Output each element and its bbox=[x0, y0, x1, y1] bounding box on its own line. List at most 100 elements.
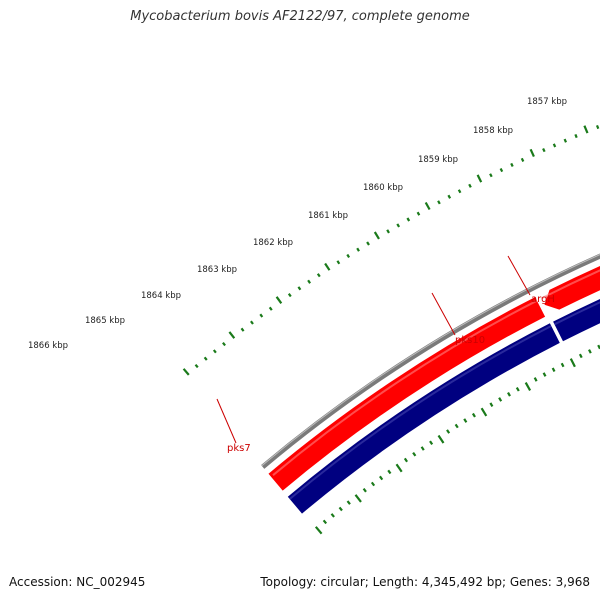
ruler-tick bbox=[346, 500, 351, 505]
ruler-tick bbox=[515, 387, 520, 392]
ruler-label: 1864 kbp bbox=[141, 291, 181, 301]
ruler-label: 1860 kbp bbox=[363, 183, 403, 193]
ruler-tick bbox=[510, 162, 514, 167]
ruler-label: 1861 kbp bbox=[308, 211, 348, 221]
ruler-tick bbox=[356, 247, 360, 252]
ruler-tick bbox=[370, 481, 376, 487]
ruler-tick bbox=[228, 331, 236, 339]
ruler-tick bbox=[480, 407, 488, 417]
ruler-tick bbox=[588, 349, 592, 354]
ruler-tick bbox=[379, 475, 384, 481]
reverse-gene-sheen bbox=[554, 301, 600, 326]
ruler-tick bbox=[268, 306, 273, 311]
ruler-tick bbox=[468, 183, 472, 188]
ruler-tick bbox=[259, 313, 264, 318]
ruler-tick bbox=[424, 201, 431, 211]
ruler-tick bbox=[403, 457, 409, 463]
ruler-tick bbox=[395, 463, 403, 473]
reverse-gene-block bbox=[287, 323, 560, 514]
inner-tick-marks bbox=[314, 344, 600, 535]
ruler-tick bbox=[560, 362, 565, 368]
gene-labels: argH pks10 pks7 bbox=[216, 255, 555, 454]
ruler-tick bbox=[297, 286, 302, 291]
ruler-labels: 1857 kbp 1858 kbp 1859 kbp 1860 kbp 1861 kbp… bbox=[28, 97, 567, 351]
ruler-tick bbox=[324, 262, 331, 271]
ruler-tick bbox=[250, 320, 254, 325]
ruler-tick bbox=[563, 138, 568, 143]
ruler-tick bbox=[314, 526, 323, 535]
ruler-tick bbox=[386, 229, 390, 234]
ruler-label: 1857 kbp bbox=[527, 97, 567, 107]
gene-label: argH bbox=[531, 294, 555, 305]
forward-gene-sheen bbox=[272, 299, 538, 476]
ruler-tick bbox=[437, 434, 445, 444]
accession-text: Accession: NC_002945 bbox=[9, 575, 146, 589]
ruler-label: 1858 kbp bbox=[473, 126, 513, 136]
ruler-tick bbox=[322, 519, 328, 525]
ruler-tick bbox=[307, 279, 312, 284]
ruler-tick bbox=[429, 440, 434, 446]
ruler-tick bbox=[373, 231, 380, 240]
ruler-tick bbox=[194, 363, 199, 369]
ruler-tick bbox=[578, 353, 583, 359]
ruler-tick bbox=[551, 367, 556, 373]
forward-gene-sheen bbox=[540, 269, 600, 300]
ruler-tick bbox=[366, 241, 370, 246]
genome-backbone bbox=[261, 253, 600, 469]
reverse-gene-block bbox=[553, 299, 600, 342]
ruler-tick bbox=[542, 372, 547, 377]
ruler-tick bbox=[203, 356, 208, 361]
forward-strand-track bbox=[268, 266, 600, 491]
ruler-tick bbox=[542, 148, 546, 153]
ruler-tick bbox=[396, 223, 401, 228]
ruler-tick bbox=[338, 506, 343, 512]
ruler-tick bbox=[406, 217, 411, 222]
gene-label: pks10 bbox=[455, 335, 485, 346]
ruler-tick bbox=[533, 377, 538, 382]
ruler-tick bbox=[437, 200, 441, 205]
ruler-tick bbox=[416, 211, 421, 216]
ruler-tick bbox=[182, 368, 190, 376]
ruler-label: 1865 kbp bbox=[85, 316, 125, 326]
ruler-tick bbox=[454, 423, 459, 429]
ruler-tick bbox=[463, 418, 468, 423]
gene-label-leader bbox=[216, 398, 237, 444]
ruler-tick bbox=[476, 174, 483, 183]
forward-gene-arrow bbox=[268, 297, 546, 491]
ruler-tick bbox=[552, 143, 557, 148]
backbone-highlight bbox=[261, 254, 600, 467]
ruler-tick bbox=[569, 358, 576, 368]
ruler-label: 1859 kbp bbox=[418, 155, 458, 165]
ruler-tick bbox=[524, 382, 532, 391]
ruler-label: 1862 kbp bbox=[253, 238, 293, 248]
ruler-tick bbox=[240, 327, 245, 332]
gene-label-leader bbox=[431, 292, 456, 336]
ruler-tick bbox=[574, 133, 578, 139]
ruler-tick bbox=[387, 469, 392, 475]
backbone-line bbox=[261, 253, 600, 469]
ruler-label: 1863 kbp bbox=[197, 265, 237, 275]
ruler-tick bbox=[287, 293, 292, 298]
ruler-tick bbox=[489, 402, 494, 407]
ruler-tick bbox=[316, 273, 321, 278]
ruler-tick bbox=[595, 124, 600, 130]
ruler-tick bbox=[212, 349, 217, 354]
ruler-tick bbox=[507, 392, 511, 397]
reverse-gene-sheen bbox=[289, 325, 552, 500]
ruler-tick bbox=[420, 446, 425, 451]
forward-gene-arrow bbox=[544, 266, 600, 310]
ruler-tick bbox=[529, 148, 535, 158]
gene-label-leader bbox=[507, 255, 531, 296]
ruler-tick bbox=[362, 487, 367, 493]
gene-label: pks7 bbox=[227, 443, 251, 454]
genome-stats-text: Topology: circular; Length: 4,345,492 bp… bbox=[260, 575, 590, 589]
ruler-tick bbox=[499, 167, 504, 173]
ruler-tick bbox=[583, 125, 589, 134]
ruler-tick bbox=[457, 189, 462, 194]
ruler-tick bbox=[498, 397, 503, 402]
ruler-tick bbox=[330, 513, 335, 518]
ruler-tick bbox=[471, 412, 476, 418]
ruler-tick bbox=[222, 342, 226, 347]
ruler-tick bbox=[346, 253, 351, 258]
